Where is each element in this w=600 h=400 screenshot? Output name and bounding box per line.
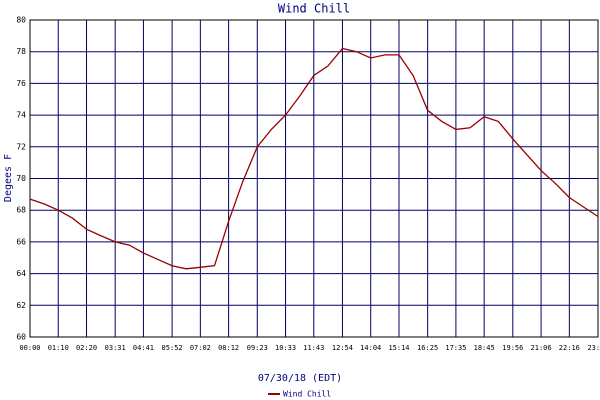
x-tick-label: 09:23: [247, 344, 268, 352]
x-tick-label: 23:26: [587, 344, 600, 352]
x-tick-label: 12:54: [332, 344, 353, 352]
y-tick-label: 72: [16, 142, 26, 151]
x-tick-label: 22:16: [559, 344, 580, 352]
x-tick-label: 15:14: [388, 344, 409, 352]
y-tick-label: 70: [16, 174, 26, 183]
y-tick-label: 80: [16, 16, 26, 25]
x-tick-label: 00:00: [19, 344, 40, 352]
x-tick-label: 08:12: [218, 344, 239, 352]
x-tick-label: 02:20: [76, 344, 97, 352]
x-tick-label: 04:41: [133, 344, 154, 352]
x-tick-label: 03:31: [105, 344, 126, 352]
x-tick-label: 16:25: [417, 344, 438, 352]
x-tick-label: 07:02: [190, 344, 211, 352]
x-tick-label: 19:56: [502, 344, 523, 352]
x-tick-label: 21:06: [531, 344, 552, 352]
x-axis-label: 07/30/18 (EDT): [258, 373, 342, 384]
chart-title: Wind Chill: [278, 2, 350, 16]
x-tick-label: 11:43: [303, 344, 324, 352]
y-tick-label: 74: [16, 111, 26, 120]
y-tick-label: 64: [16, 269, 26, 278]
y-tick-label: 66: [16, 237, 26, 246]
x-tick-label: 05:52: [162, 344, 183, 352]
y-tick-label: 78: [16, 47, 26, 56]
y-tick-label: 68: [16, 206, 26, 215]
x-tick-label: 01:10: [48, 344, 69, 352]
y-tick-label: 76: [16, 79, 26, 88]
x-tick-label: 10:33: [275, 344, 296, 352]
y-axis-label: Degees F: [3, 154, 14, 202]
legend-label: Wind Chill: [283, 390, 331, 399]
x-tick-label: 17:35: [445, 344, 466, 352]
y-tick-label: 62: [16, 301, 26, 310]
x-tick-label: 18:45: [474, 344, 495, 352]
x-tick-label: 14:04: [360, 344, 381, 352]
plot-frame: [29, 19, 599, 338]
y-tick-label: 60: [16, 333, 26, 342]
data-line: [29, 47, 599, 270]
